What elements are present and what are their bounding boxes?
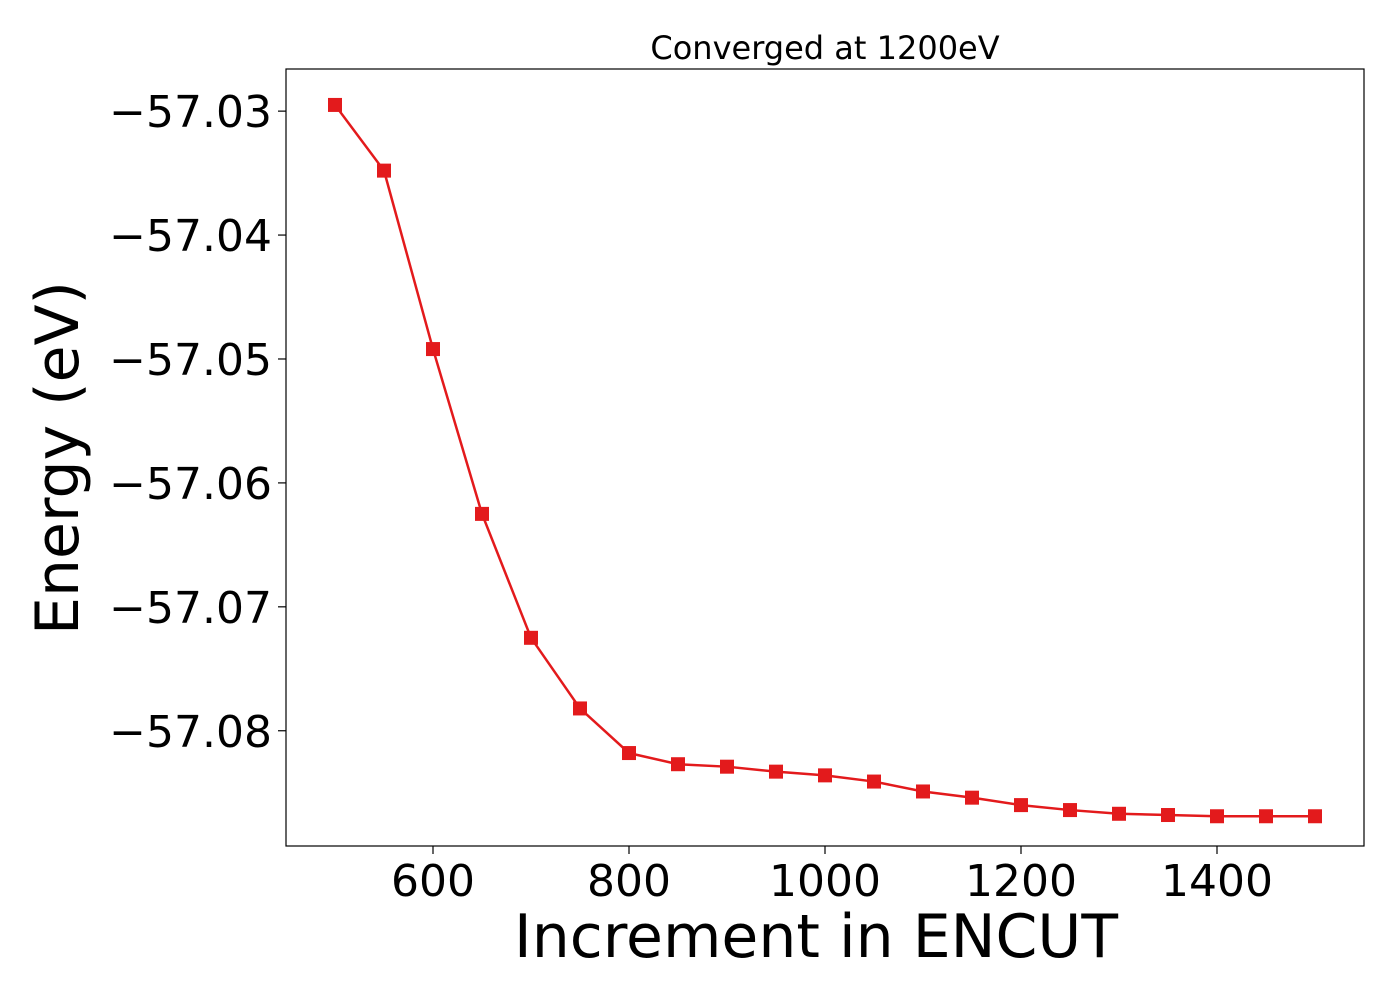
- data-point-marker: [1014, 798, 1028, 813]
- y-tick-label: −57.08: [109, 707, 272, 758]
- data-point-marker: [720, 759, 734, 774]
- data-point-marker: [916, 784, 930, 799]
- data-point-marker: [1112, 806, 1126, 821]
- data-point-marker: [818, 768, 832, 783]
- data-point-marker: [377, 163, 391, 178]
- data-point-marker: [475, 506, 489, 521]
- data-point-marker: [867, 774, 881, 789]
- chart-title: Converged at 1200eV: [650, 29, 999, 67]
- series-energy: [328, 97, 1322, 824]
- data-point-marker: [671, 757, 685, 772]
- data-point-marker: [524, 630, 538, 645]
- y-tick-label: −57.06: [109, 459, 272, 510]
- x-axis-label: Increment in ENCUT: [514, 902, 1118, 972]
- data-point-marker: [1161, 808, 1175, 823]
- data-point-marker: [1308, 809, 1322, 824]
- x-tick-label: 800: [587, 856, 671, 907]
- y-tick-label: −57.05: [109, 335, 272, 386]
- x-tick-label: 1000: [769, 856, 881, 907]
- data-point-marker: [1063, 803, 1077, 818]
- x-tick-label: 1400: [1161, 856, 1273, 907]
- data-point-marker: [328, 97, 342, 112]
- data-point-marker: [426, 342, 440, 357]
- data-point-marker: [573, 701, 587, 716]
- data-point-marker: [1210, 809, 1224, 824]
- data-point-marker: [965, 790, 979, 805]
- data-point-marker: [622, 746, 636, 761]
- x-axis: 600 800 1000 1200 1400: [391, 846, 1273, 907]
- data-point-marker: [1259, 809, 1273, 824]
- data-point-marker: [769, 764, 783, 779]
- y-axis: −57.03 −57.04 −57.05 −57.06 −57.07 −57.08: [109, 87, 286, 758]
- y-tick-label: −57.04: [109, 211, 272, 262]
- plot-area-frame: [285, 68, 1365, 847]
- series-line: [333, 104, 1315, 818]
- y-tick-label: −57.03: [109, 87, 272, 138]
- x-tick-label: 600: [391, 856, 475, 907]
- y-axis-label: Energy (eV): [23, 281, 93, 635]
- x-tick-label: 1200: [965, 856, 1077, 907]
- y-tick-label: −57.07: [109, 583, 272, 634]
